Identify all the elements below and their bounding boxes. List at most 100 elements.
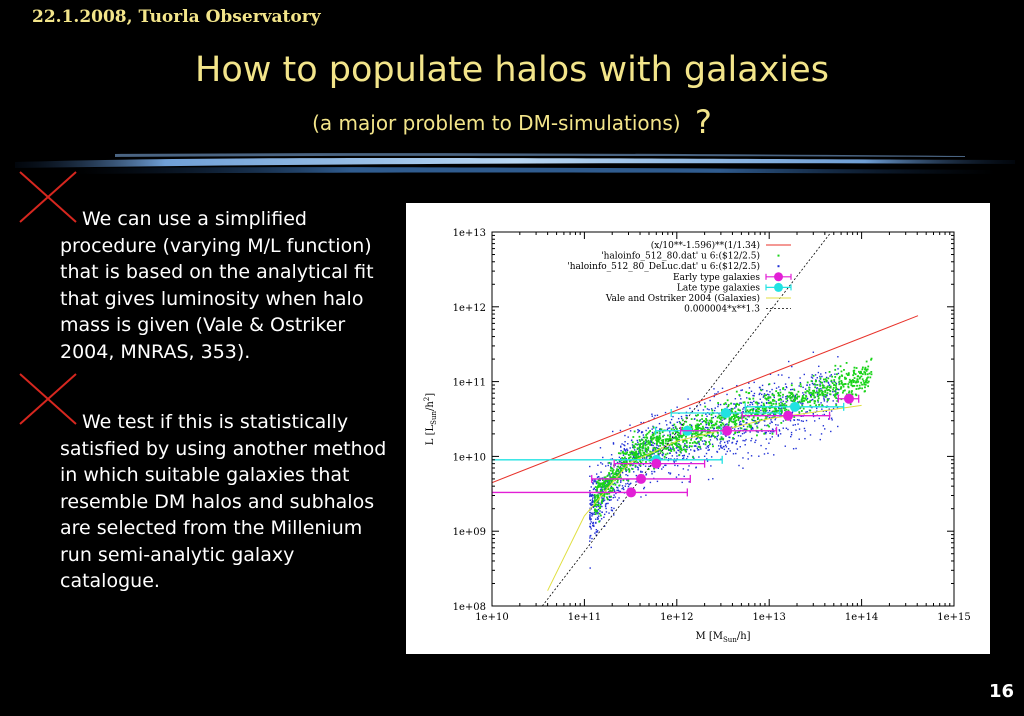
green-point (619, 452, 622, 455)
green-point (756, 403, 759, 405)
green-point (661, 451, 664, 454)
blue-point (603, 516, 605, 518)
early-type-point (636, 473, 647, 484)
green-points-group (593, 357, 873, 523)
green-point (612, 476, 615, 479)
blue-point (610, 499, 612, 501)
blue-point (800, 402, 802, 404)
blue-point (751, 403, 754, 406)
green-point (609, 482, 612, 485)
blue-point (641, 471, 644, 473)
blue-point (789, 420, 792, 422)
blue-point (620, 446, 622, 448)
blue-point (612, 442, 615, 444)
green-point (657, 436, 660, 439)
blue-point (663, 434, 665, 437)
green-point (624, 463, 627, 466)
green-point (719, 438, 722, 441)
blue-point (592, 500, 594, 503)
green-point (782, 407, 785, 409)
green-point (754, 420, 757, 422)
green-point (806, 390, 808, 392)
blue-point (706, 415, 708, 418)
blue-point (667, 448, 670, 451)
green-point (796, 397, 798, 400)
blue-point (761, 414, 763, 416)
y-axis-label-sup: 2 (423, 397, 431, 401)
green-point (628, 460, 631, 463)
blue-point (797, 401, 799, 403)
green-point (604, 489, 606, 491)
green-point (853, 377, 856, 379)
blue-point (661, 454, 663, 456)
blue-point (596, 516, 599, 519)
green-point (822, 393, 825, 396)
green-point (603, 493, 606, 496)
blue-point (640, 471, 642, 473)
green-point (680, 447, 683, 450)
green-point (625, 452, 628, 455)
green-point (611, 470, 614, 473)
green-point (870, 371, 873, 373)
blue-point (624, 450, 627, 452)
blue-point (658, 454, 660, 456)
blue-point (675, 460, 677, 462)
blue-point (818, 417, 821, 420)
green-point (727, 405, 730, 408)
blue-point (651, 473, 653, 475)
green-point (609, 469, 612, 472)
blue-point (771, 431, 773, 433)
green-point (844, 383, 847, 385)
green-point (829, 393, 832, 396)
green-point (851, 379, 854, 381)
green-point (621, 451, 624, 454)
plot-area (492, 232, 919, 606)
blue-point (737, 427, 739, 430)
blue-point (604, 479, 606, 482)
blue-point (627, 474, 629, 477)
green-point (749, 425, 751, 428)
blue-point (729, 436, 731, 439)
green-point (767, 396, 770, 399)
green-point (704, 420, 707, 423)
green-point (601, 479, 604, 482)
blue-point (708, 449, 710, 451)
blue-point (776, 409, 778, 412)
blue-point (598, 476, 600, 478)
blue-point (678, 449, 680, 452)
green-point (867, 385, 870, 388)
green-point (735, 419, 738, 422)
blue-point (717, 445, 720, 447)
blue-point (773, 454, 775, 456)
green-point (693, 432, 696, 435)
green-point (642, 445, 645, 447)
green-point (626, 451, 629, 454)
blue-point (748, 382, 750, 384)
green-point (755, 409, 758, 412)
green-point (696, 430, 699, 433)
green-point (863, 371, 866, 373)
blue-point (675, 451, 677, 454)
green-point (639, 464, 642, 467)
blue-point (642, 463, 645, 466)
green-point (659, 444, 662, 447)
blue-point (630, 451, 632, 454)
blue-point (755, 439, 757, 442)
blue-point (823, 398, 825, 401)
green-point (600, 482, 603, 485)
green-point (622, 450, 624, 453)
blue-point (655, 426, 658, 429)
green-point (734, 420, 736, 423)
blue-point (668, 427, 671, 429)
blue-point (636, 444, 638, 446)
legend-swatch (777, 254, 780, 257)
blue-point (718, 425, 720, 427)
green-point (717, 402, 720, 404)
blue-point (645, 494, 647, 496)
green-point (705, 435, 708, 437)
green-point (716, 420, 718, 423)
green-point (770, 404, 773, 407)
blue-point (651, 413, 653, 415)
blue-point (771, 410, 774, 413)
green-point (778, 393, 780, 396)
